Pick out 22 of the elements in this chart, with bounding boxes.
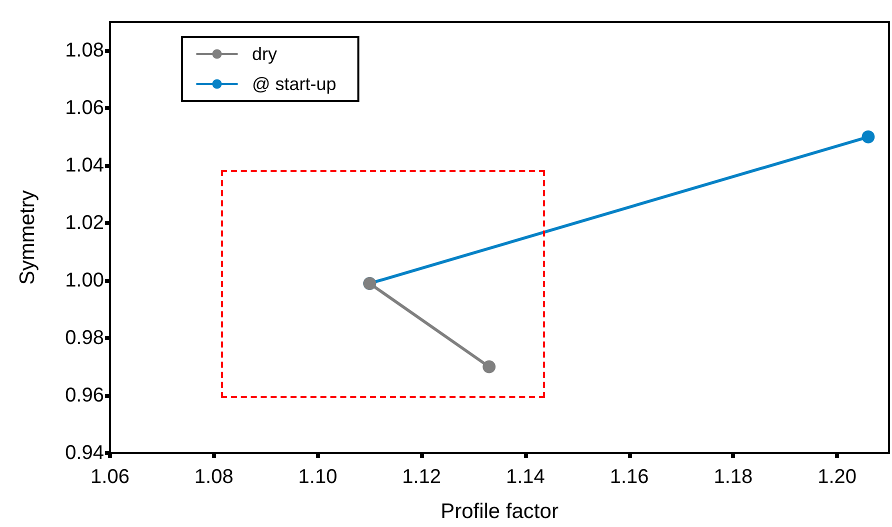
y-tick-label: 1.04 [65, 154, 104, 177]
y-tick-label: 1.00 [65, 270, 104, 292]
y-tick-label: 1.08 [65, 40, 104, 62]
x-tick-label: 1.14 [506, 466, 545, 488]
legend-label: dry [252, 44, 278, 64]
point [482, 360, 496, 374]
y-axis-title: Symmetry [16, 190, 39, 285]
x-tick-label: 1.12 [402, 466, 442, 488]
x-tick-label: 1.06 [90, 466, 130, 488]
point [862, 130, 875, 144]
x-tick-label: 1.08 [194, 466, 234, 488]
x-tick-label: 1.18 [714, 466, 753, 488]
legend-label: @ start-up [252, 74, 336, 94]
y-tick-label: 1.06 [65, 97, 104, 120]
x-tick-label: 1.20 [818, 466, 857, 488]
y-tick-label: 0.96 [65, 384, 104, 407]
y-tick-label: 0.98 [65, 327, 104, 350]
x-axis-title: Profile factor [440, 500, 558, 523]
x-tick-label: 1.10 [298, 466, 338, 488]
x-tick-label: 1.16 [610, 466, 649, 488]
y-tick-label: 0.94 [65, 442, 104, 464]
y-tick-label: 1.02 [65, 212, 104, 234]
